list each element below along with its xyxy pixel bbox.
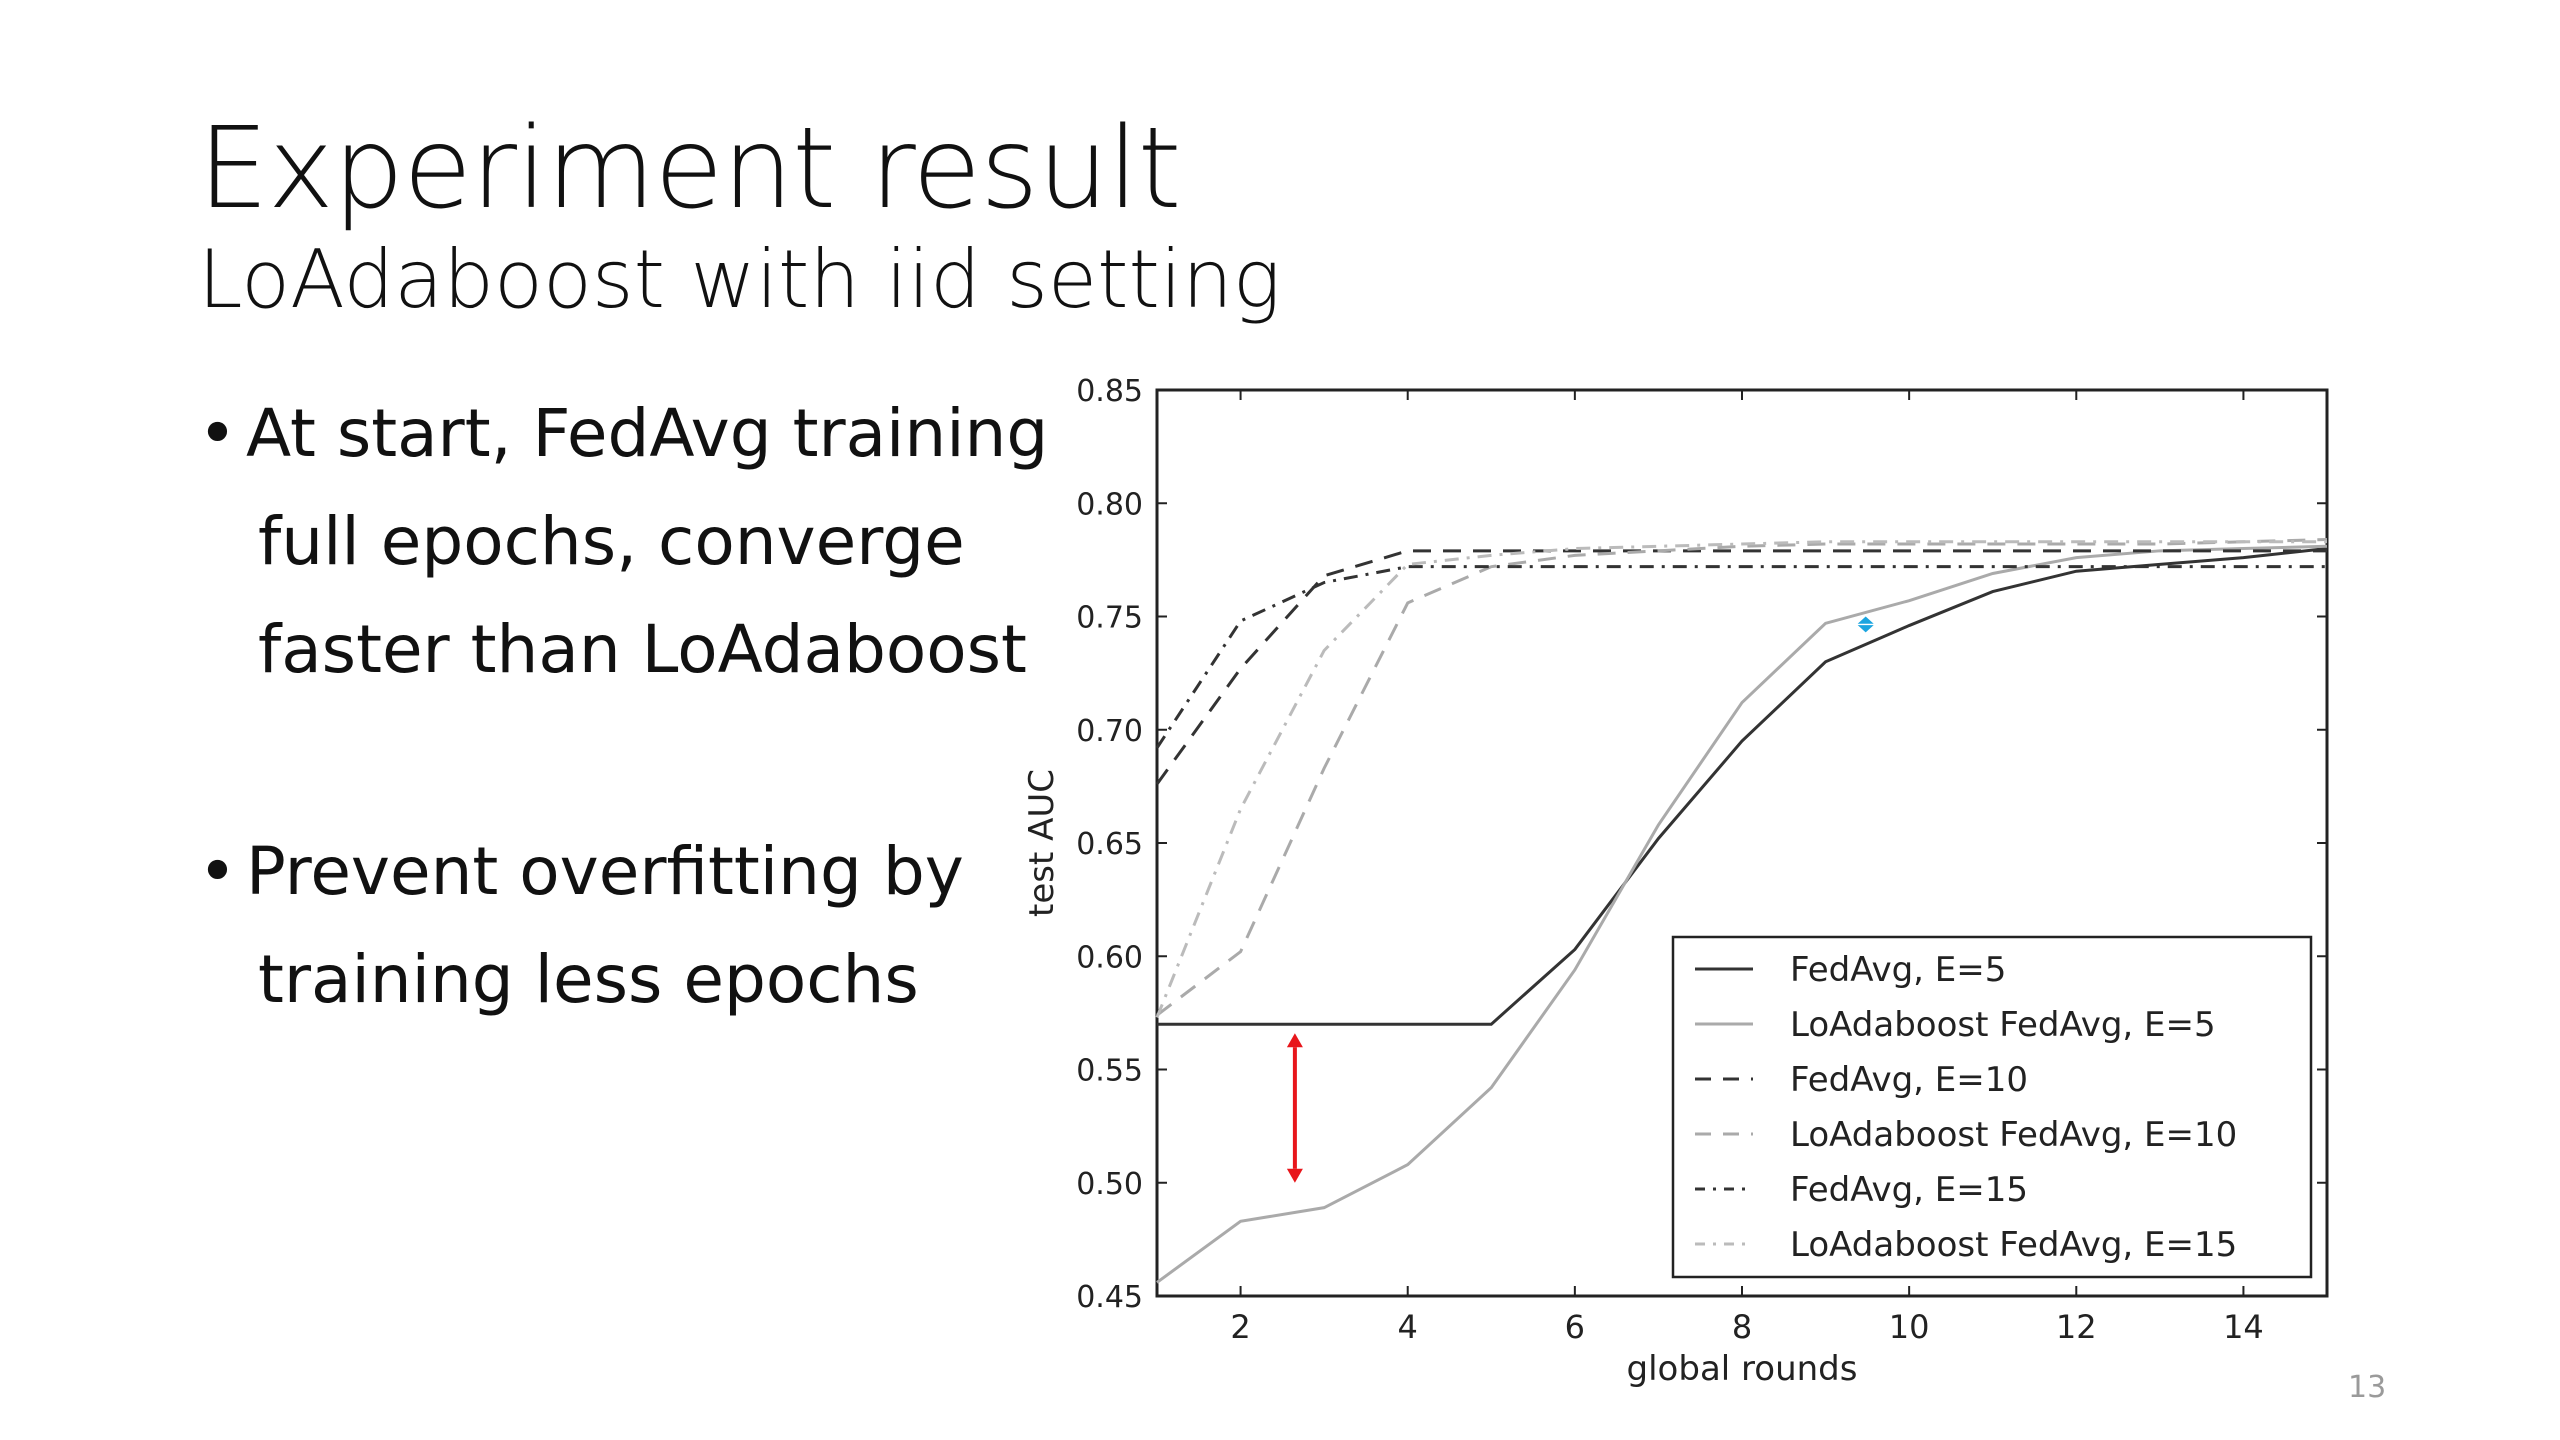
series-line [1156,544,2328,1284]
series-line [1155,565,2327,749]
bullet-line: At start, FedAvg training [246,395,1049,472]
legend-label: FedAvg, E=15 [1790,1170,2028,1210]
arrow-head-up-icon [1286,1033,1303,1048]
y-tick-label: 0.55 [1076,1054,1143,1089]
bullet-text: Prevent overfitting by training less epo… [246,818,1066,1034]
arrow-head-down-icon [1857,625,1874,633]
x-tick-label: 6 [1565,1308,1585,1346]
x-tick-label: 4 [1398,1308,1418,1346]
arrow-head-down-icon [1286,1168,1303,1183]
legend-label: FedAvg, E=10 [1790,1060,2028,1100]
y-tick-label: 0.75 [1076,601,1143,636]
series-line [1156,537,2328,1017]
y-tick-label: 0.85 [1076,374,1143,409]
arrow-head-up-icon [1857,616,1874,624]
slide-subtitle: LoAdaboost with iid setting [198,233,1281,326]
x-tick-label: 10 [1889,1308,1930,1346]
series-line [1157,547,2328,1026]
bullet-line: Prevent overfitting by [246,833,964,910]
y-tick-label: 0.80 [1076,487,1143,522]
x-tick-label: 8 [1732,1308,1752,1346]
double-arrow-annotation [1286,1033,1303,1183]
bullet-line: full epochs, converge [258,503,965,580]
double-arrow-annotation [1857,616,1874,633]
legend-label: LoAdaboost FedAvg, E=5 [1790,1005,2216,1045]
annotations [1286,616,1874,1183]
bullet-line: training less epochs [258,941,919,1018]
legend-label: FedAvg, E=5 [1790,950,2006,990]
axis-ticks: 2 4 6 8 10 12 14 0.45 0.50 0.55 0.60 0.65 0.70 0.75 0.… [1076,374,2327,1346]
x-tick-label: 12 [2056,1308,2097,1346]
bullet-dot-icon: • [198,833,237,910]
y-tick-label: 0.65 [1076,827,1143,862]
y-axis-label: test AUC [1022,769,1062,917]
y-tick-label: 0.70 [1076,714,1143,749]
legend-label: LoAdaboost FedAvg, E=10 [1790,1115,2237,1155]
x-tick-label: 14 [2223,1308,2264,1346]
slide-title: Experiment result [198,104,1182,234]
bullet-text: At start, FedAvg training full epochs, c… [246,380,1066,704]
y-tick-label: 0.60 [1076,940,1143,975]
legend-box [1671,935,2313,1279]
legend-label: LoAdaboost FedAvg, E=15 [1790,1225,2237,1265]
legend: FedAvg, E=5 LoAdaboost FedAvg, E=5 FedAvg,… [1671,935,2313,1279]
series-line [1155,540,2327,1018]
y-tick-label: 0.50 [1076,1167,1143,1202]
x-axis-label: global rounds [1627,1349,1858,1389]
bullet-line: faster than LoAdaboost [258,611,1027,688]
bullet-dot-icon: • [198,395,237,472]
y-tick-label: 0.45 [1076,1280,1143,1315]
x-tick-label: 2 [1230,1308,1250,1346]
series-lines [1155,537,2328,1284]
page-number: 13 [2348,1370,2387,1405]
